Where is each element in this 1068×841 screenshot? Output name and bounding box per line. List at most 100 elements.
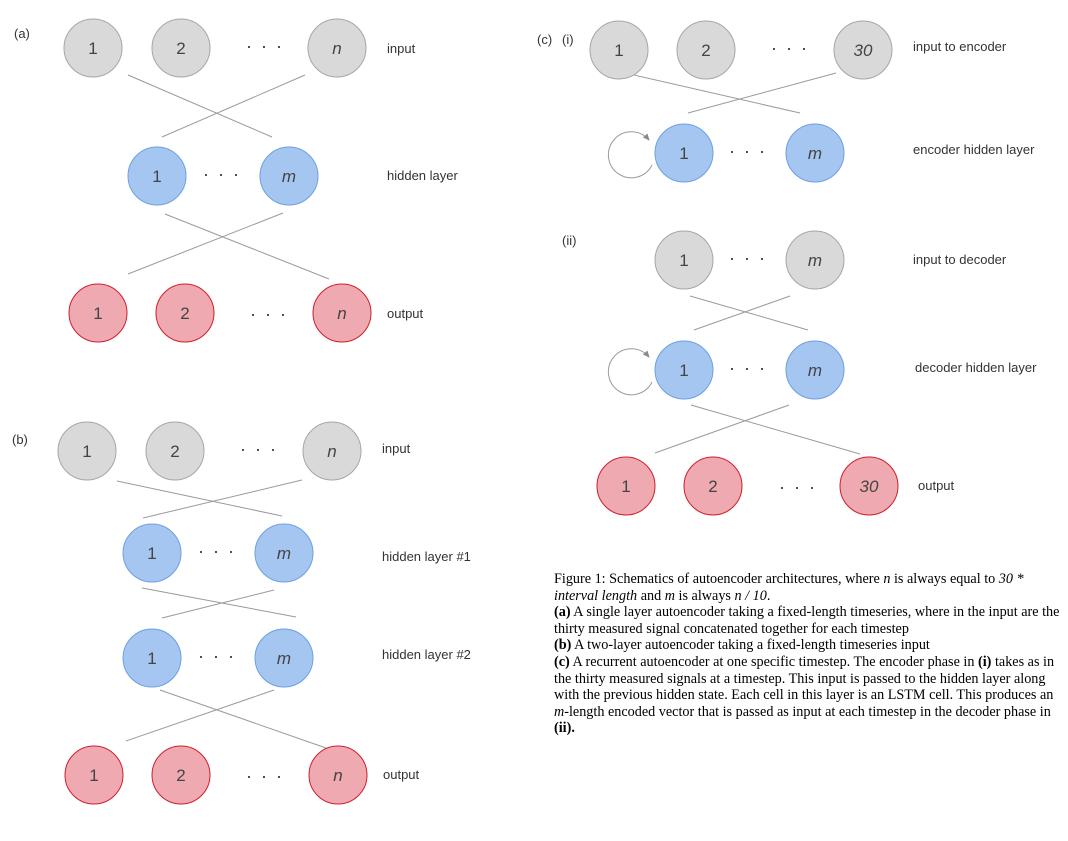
caption-tag-a: (a): [554, 604, 571, 621]
edge: [161, 74, 306, 138]
node-label: 2: [170, 442, 179, 461]
encoder-hidden-node-1: 1: [654, 123, 714, 183]
caption-expression: 30 * interval length: [554, 571, 1024, 604]
ellipsis: · · ·: [246, 36, 284, 56]
ellipsis: · · ·: [198, 646, 236, 666]
encoder-input-node-1: 1: [589, 20, 649, 80]
node-label: 1: [621, 477, 630, 496]
panel-c: (c) (i) (ii) 1 2 · · · 30 input to encod…: [537, 20, 1037, 516]
node-label: 1: [93, 304, 102, 323]
node-label: 1: [679, 361, 688, 380]
panel-c-label: (c): [537, 32, 552, 47]
node-label: 1: [614, 41, 623, 60]
caption-tag-c-i: (i): [978, 653, 992, 670]
edge: [633, 74, 801, 114]
node-label: 1: [88, 39, 97, 58]
ellipsis: · · ·: [779, 477, 817, 497]
hidden-layer-label: hidden layer: [387, 168, 458, 183]
hidden2-node-1: 1: [122, 628, 182, 688]
node-label: 2: [176, 39, 185, 58]
output-node-1: 1: [64, 745, 124, 805]
input-label: input: [387, 41, 416, 56]
edge: [164, 213, 330, 280]
decoder-hidden-node-1: 1: [654, 340, 714, 400]
node-label: m: [808, 144, 822, 163]
node-label: 1: [147, 544, 156, 563]
node-label: 2: [180, 304, 189, 323]
encoder-hidden-layer-label: encoder hidden layer: [913, 142, 1035, 157]
node-label: 1: [82, 442, 91, 461]
edge: [127, 74, 273, 138]
hidden-layer-1-label: hidden layer #1: [382, 549, 471, 564]
node-label: n: [332, 39, 341, 58]
input-to-encoder-label: input to encoder: [913, 39, 1007, 54]
caption-text: -length encoded vector that is passed as…: [564, 703, 1051, 720]
node-label: 2: [701, 41, 710, 60]
decoder-input-node-m: m: [785, 230, 845, 290]
node-label: m: [277, 544, 291, 563]
panel-b: (b) 1 2 · · · n input 1 · · · m hidd: [12, 421, 471, 805]
panel-c-ii-label: (ii): [562, 233, 576, 248]
ellipsis: · · ·: [250, 304, 288, 324]
panel-a-label: (a): [14, 26, 30, 41]
panel-a: (a) 1 2 · · · n input 1 · · · m hidden l…: [14, 18, 458, 343]
input-label: input: [382, 441, 411, 456]
edge: [693, 295, 791, 331]
recurrent-loop-arrow: [607, 131, 653, 179]
edge: [142, 479, 303, 519]
caption-text: A two-layer autoencoder taking a fixed-l…: [571, 637, 930, 654]
edge: [127, 212, 284, 275]
input-node-2: 2: [151, 18, 211, 78]
output-node-1: 1: [68, 283, 128, 343]
caption-intro: Figure 1: Schematics of autoencoder arch…: [554, 571, 1062, 604]
node-label: n: [333, 766, 342, 785]
edge: [161, 589, 275, 619]
figure-caption: Figure 1: Schematics of autoencoder arch…: [554, 571, 1062, 737]
input-node-n: n: [307, 18, 367, 78]
output-node-30: 30: [839, 456, 899, 516]
node-label: 1: [679, 251, 688, 270]
caption-text: Figure 1: Schematics of autoencoder arch…: [554, 571, 884, 587]
ellipsis: · · ·: [240, 439, 278, 459]
edge: [159, 689, 327, 749]
ellipsis: · · ·: [729, 248, 767, 268]
hidden-node-m: m: [259, 146, 319, 206]
caption-tag-c-ii: (ii).: [554, 720, 575, 737]
edge: [689, 295, 809, 331]
node-label: 1: [89, 766, 98, 785]
edge: [141, 587, 297, 618]
hidden1-node-1: 1: [122, 523, 182, 583]
recurrent-loop-arrow: [607, 348, 653, 396]
ellipsis: · · ·: [729, 141, 767, 161]
output-node-2: 2: [151, 745, 211, 805]
output-node-2: 2: [155, 283, 215, 343]
node-label: 1: [679, 144, 688, 163]
caption-text: A recurrent autoencoder at one specific …: [569, 653, 978, 670]
node-label: m: [808, 251, 822, 270]
caption-var-n: n: [883, 571, 891, 587]
ellipsis: · · ·: [246, 766, 284, 786]
output-node-1: 1: [596, 456, 656, 516]
caption-part-c: (c) A recurrent autoencoder at one speci…: [554, 654, 1062, 737]
caption-expression: n / 10: [734, 587, 767, 604]
caption-text: is always equal to: [890, 571, 999, 587]
caption-text: and: [637, 587, 665, 604]
edge: [654, 404, 790, 454]
panel-b-label: (b): [12, 432, 28, 447]
output-label: output: [918, 478, 955, 493]
ellipsis: · · ·: [729, 358, 767, 378]
decoder-hidden-node-m: m: [785, 340, 845, 400]
node-label: 1: [152, 167, 161, 186]
input-to-decoder-label: input to decoder: [913, 252, 1007, 267]
output-node-n: n: [312, 283, 372, 343]
hidden1-node-m: m: [254, 523, 314, 583]
caption-part-b: (b) A two-layer autoencoder taking a fix…: [554, 637, 1062, 654]
edge: [116, 480, 283, 517]
decoder-input-node-1: 1: [654, 230, 714, 290]
edge: [687, 72, 837, 114]
node-label: m: [282, 167, 296, 186]
input-node-n: n: [302, 421, 362, 481]
encoder-input-node-30: 30: [833, 20, 893, 80]
output-node-n: n: [308, 745, 368, 805]
